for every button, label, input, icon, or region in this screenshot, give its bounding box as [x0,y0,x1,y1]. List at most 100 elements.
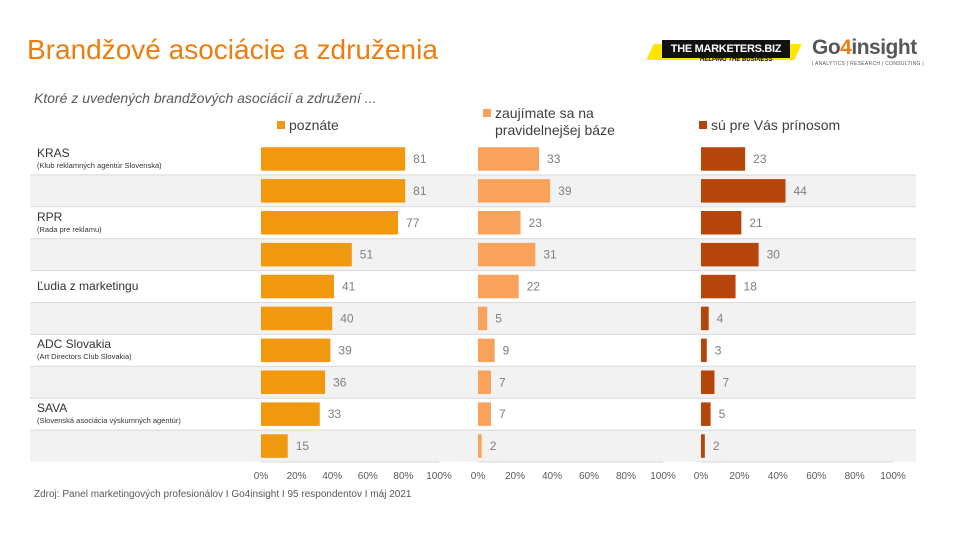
x-tick-label: 100% [880,471,906,482]
data-label: 2 [490,439,497,453]
category-detail: (Slovenská asociácia výskumných agentúr) [37,416,181,426]
bar [478,211,521,235]
legend-label: poznáte [289,117,339,133]
x-tick-label: 100% [650,471,676,482]
row-stripe [30,302,916,335]
bar [478,370,491,394]
data-label: 7 [722,375,729,389]
page-title: Brandžové asociácie a združenia [27,34,438,65]
data-label: 9 [503,343,510,357]
go4insight-logo: Go4insight | ANALYTICS | RESEARCH | CONS… [812,36,937,70]
x-tick-label: 80% [845,471,865,482]
category-label: ADC Slovakia [37,337,112,352]
bar [701,242,759,267]
category-label: RPR [37,209,63,224]
data-label: 23 [529,216,543,230]
category-detail: (Art Directors Club Slovakia) [37,352,132,362]
bar [261,179,406,203]
bar [478,274,519,299]
data-label: 81 [413,152,427,166]
bar [701,370,715,394]
data-label: 44 [793,184,807,198]
data-label: 39 [558,184,572,198]
legend-swatch [699,121,707,129]
bar [478,306,488,331]
bar [701,274,736,299]
data-label: 21 [749,216,763,230]
legend-label: zaujímate sa na pravidelnejšej báze [495,105,615,139]
x-tick-label: 80% [616,471,636,482]
row-stripe [30,430,916,462]
data-label: 31 [543,248,557,262]
bar [701,338,707,363]
data-label: 23 [753,152,767,166]
bar [478,242,536,267]
data-label: 81 [413,184,427,198]
bar [261,370,326,394]
legend-label-line-1: zaujímate sa na [495,105,594,121]
bar [261,147,406,171]
row-stripe [30,366,916,399]
bar [701,402,711,426]
bar [261,274,334,299]
go4insight-wordmark: Go4insight [812,36,937,60]
data-label: 39 [338,343,352,357]
category-label: KRAS [37,146,70,160]
x-tick-label: 80% [393,471,413,482]
x-tick-label: 20% [287,471,307,482]
x-tick-label: 60% [358,471,378,482]
bar [261,242,352,267]
bar [701,434,705,458]
bar [478,434,482,458]
bar [701,147,746,171]
category-label: Ľudia z marketingu [37,278,139,293]
x-tick-label: 20% [729,471,749,482]
x-tick-label: 0% [254,471,269,482]
data-label: 5 [495,311,502,325]
x-tick-label: 40% [768,471,788,482]
wordmark-four: 4 [840,36,852,59]
bar [261,338,331,363]
logo-tagline: HELPING THE BUSINESS [700,57,773,63]
data-label: 3 [715,343,722,357]
wordmark-insight: insight [851,36,917,59]
bar [478,338,495,363]
data-label: 4 [717,311,724,325]
data-label: 7 [499,375,506,389]
bar [701,211,742,235]
data-label: 41 [342,280,356,294]
x-tick-label: 60% [579,471,599,482]
data-label: 77 [406,216,420,230]
data-label: 36 [333,375,347,389]
bar [701,306,709,331]
data-label: 30 [767,248,781,262]
bar [478,402,491,426]
legend-label-line-2: pravidelnejšej báze [495,122,615,138]
x-tick-label: 40% [322,471,342,482]
x-tick-label: 100% [426,471,452,482]
question-subtitle: Ktoré z uvedených brandžových asociácií … [34,90,377,106]
legend-swatch [483,109,491,117]
source-note: Zdroj: Panel marketingových profesionálo… [34,489,412,500]
data-label: 51 [360,248,374,262]
category-detail: (Klub reklamných agentúr Slovenska) [37,161,162,170]
row-stripe [30,238,916,271]
data-label: 18 [744,280,758,294]
bar [478,179,551,203]
data-label: 33 [547,152,561,166]
themarketers-logo: THE MARKETERS.BIZ HELPING THE BUSINESS [646,34,802,68]
category-label: SAVA [37,401,68,416]
x-tick-label: 20% [505,471,525,482]
x-tick-label: 0% [471,471,486,482]
bar [261,434,288,458]
data-label: 7 [499,407,506,421]
x-tick-label: 60% [806,471,826,482]
bar [261,306,333,331]
data-label: 33 [328,407,342,421]
data-label: 40 [340,311,354,325]
wordmark-go: Go [812,36,841,59]
data-label: 5 [719,407,726,421]
legend-swatch [277,121,285,129]
bar [478,147,540,171]
